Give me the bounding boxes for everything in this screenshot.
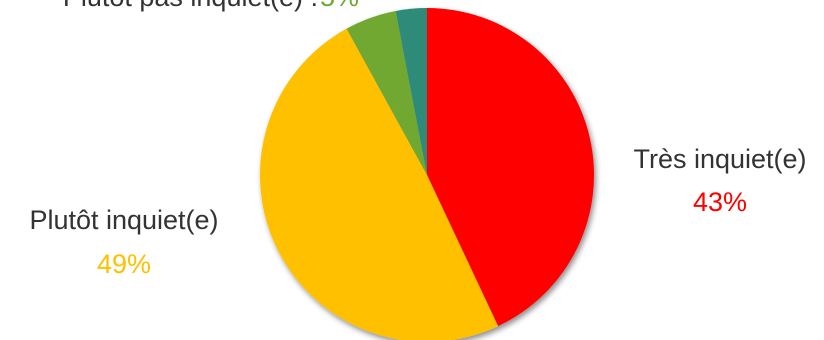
slice-value-plutot-inquiet: 49% [97, 249, 151, 279]
pie-slice-2 [346, 10, 427, 175]
slice-label-plutot-inquiet: Plutôt inquiet(e) [29, 205, 218, 235]
pie-slice-0 [427, 7, 595, 327]
slice-value-tres-inquiet: 43% [693, 187, 747, 217]
pie-slices [260, 7, 595, 340]
slice-label-tres-inquiet: Très inquiet(e) [633, 144, 806, 174]
slice-value-plutot-pas-inquiet: 5% [320, 0, 359, 12]
pie-slice-1 [260, 28, 499, 340]
pie-slice-3 [395, 8, 427, 175]
slice-label-plutot-pas-inquiet: Plutôt pas inquiet(e) : [63, 0, 318, 12]
